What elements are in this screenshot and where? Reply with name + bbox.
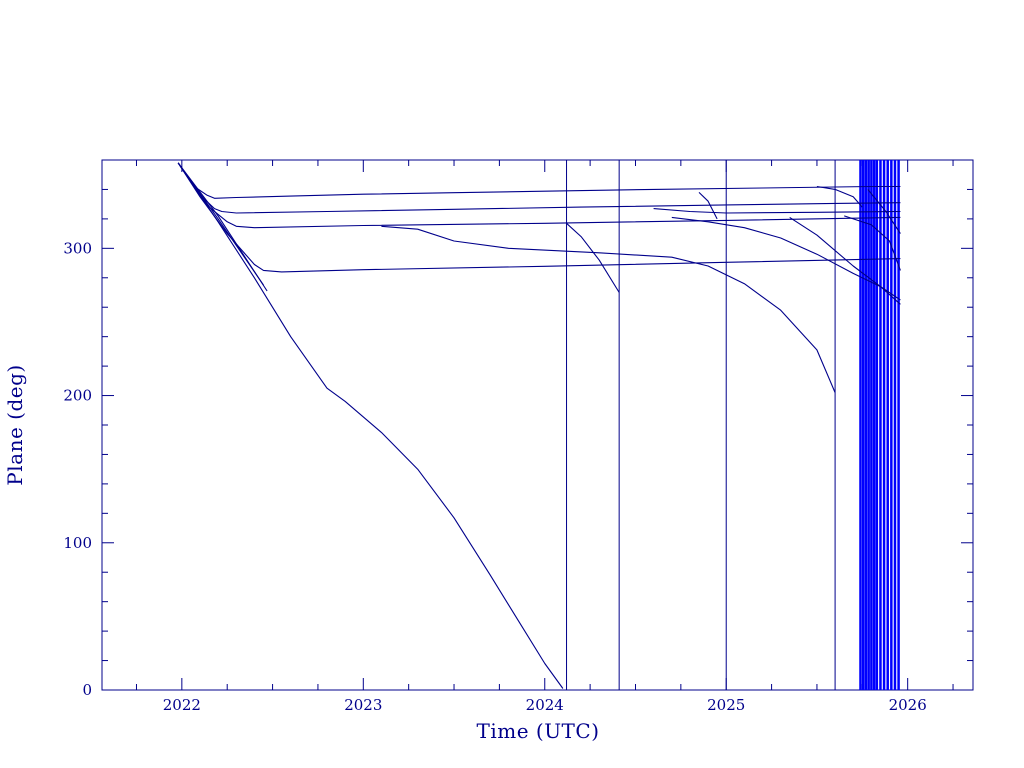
y-tick-labels: 0 100 200 300 (63, 239, 92, 699)
x-tick-labels: 2022 2023 2024 2025 2026 (163, 696, 927, 714)
x-tick-label: 2025 (707, 696, 745, 714)
series-line-12 (653, 208, 901, 214)
x-tick-label: 2023 (344, 696, 382, 714)
series-line-11 (789, 216, 901, 305)
x-axis-title: Time (UTC) (477, 719, 600, 743)
series-line-13 (698, 192, 718, 220)
y-axis-title: Plane (deg) (3, 364, 27, 485)
y-tick-label: 0 (82, 681, 92, 699)
y-tick-label: 200 (63, 387, 92, 405)
series-line-9 (566, 222, 620, 293)
y-tick-label: 300 (63, 239, 92, 257)
series-lines (177, 162, 901, 689)
x-tick-label: 2026 (889, 696, 927, 714)
axis-ticks (102, 159, 973, 691)
x-tick-label: 2022 (163, 696, 201, 714)
series-line-15 (844, 215, 901, 271)
series-line-4 (177, 162, 901, 273)
x-tick-label: 2024 (526, 696, 564, 714)
series-line-1 (177, 162, 901, 199)
reentry-lines (566, 160, 900, 690)
series-line-16 (867, 189, 901, 234)
series-line-3 (177, 162, 901, 229)
series-line-8 (381, 225, 836, 393)
series-line-14 (816, 185, 863, 208)
y-tick-label: 100 (63, 534, 92, 552)
series-line-10 (671, 216, 901, 301)
series-line-7 (177, 162, 564, 689)
